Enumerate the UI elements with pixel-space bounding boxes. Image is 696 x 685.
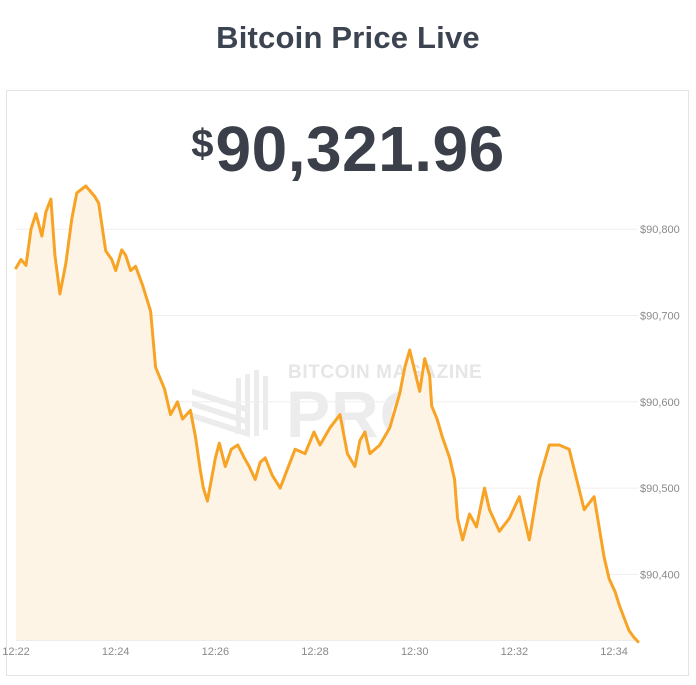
y-tick-label: $90,500: [640, 483, 680, 495]
y-tick-label: $90,700: [640, 310, 680, 322]
y-tick-label: $90,600: [640, 397, 680, 409]
x-tick-label: 12:34: [600, 646, 628, 658]
price-line: [14, 184, 640, 644]
x-tick-label: 12:32: [501, 646, 529, 658]
x-tick-label: 12:30: [401, 646, 429, 658]
page-title: Bitcoin Price Live: [216, 20, 480, 55]
x-tick-label: 12:24: [102, 646, 130, 658]
y-tick-label: $90,800: [640, 224, 680, 236]
price-value: 90,321.96: [215, 113, 505, 185]
x-tick-label: 12:28: [301, 646, 329, 658]
x-tick-label: 12:26: [202, 646, 230, 658]
price-area-fill: [16, 186, 638, 642]
x-tick-label: 12:22: [2, 646, 30, 658]
current-price: $90,321.96: [0, 112, 696, 186]
y-tick-label: $90,400: [640, 569, 680, 581]
currency-symbol: $: [191, 122, 214, 166]
